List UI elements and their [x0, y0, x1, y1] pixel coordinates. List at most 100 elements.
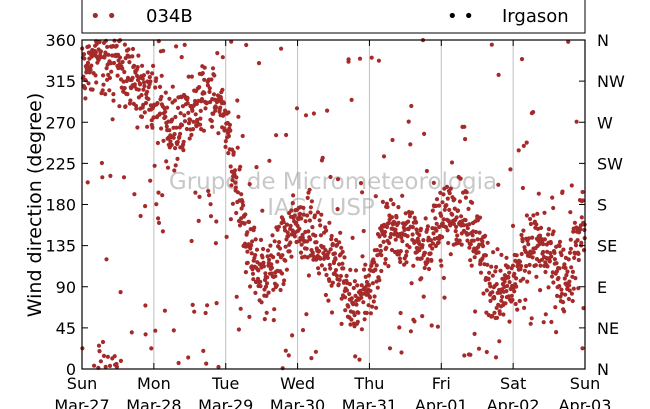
data-point	[552, 257, 558, 262]
data-point	[404, 253, 409, 258]
data-point	[579, 215, 584, 220]
data-point	[404, 260, 409, 265]
data-point	[413, 239, 418, 244]
data-point	[572, 220, 578, 225]
data-point	[492, 296, 497, 301]
data-point	[499, 252, 504, 257]
data-point	[303, 113, 309, 118]
data-point	[145, 70, 150, 75]
data-point	[330, 241, 335, 247]
data-point	[147, 75, 152, 80]
data-point	[209, 77, 214, 82]
data-point	[571, 229, 576, 234]
data-point	[253, 279, 259, 285]
data-point	[386, 264, 391, 269]
data-point	[422, 250, 428, 255]
data-point	[182, 119, 188, 124]
data-point	[453, 229, 458, 234]
legend: • • 034B • • Irgason	[81, 0, 586, 34]
data-point	[233, 180, 238, 185]
data-point	[560, 300, 566, 305]
data-point	[445, 228, 450, 233]
data-point	[436, 240, 441, 245]
data-point	[189, 74, 194, 79]
data-point	[161, 48, 166, 53]
data-point	[164, 159, 169, 164]
data-point	[244, 42, 249, 48]
data-point	[480, 239, 485, 244]
data-point	[182, 113, 187, 118]
data-point	[229, 183, 234, 188]
data-point	[486, 276, 491, 281]
data-point	[282, 278, 287, 283]
data-point	[554, 330, 559, 335]
data-point	[402, 227, 407, 232]
y-tick-label: 45	[56, 319, 76, 338]
data-point	[459, 242, 464, 247]
data-point	[398, 259, 403, 265]
data-point	[127, 60, 132, 65]
data-point	[575, 238, 580, 243]
data-point	[366, 283, 372, 288]
data-point	[117, 104, 122, 109]
data-point	[179, 55, 184, 60]
data-point	[280, 366, 285, 371]
data-point	[136, 53, 141, 58]
data-point	[271, 255, 276, 260]
data-point	[294, 220, 299, 225]
y-tick-label: 135	[45, 237, 76, 256]
data-point	[146, 96, 151, 102]
data-point	[172, 168, 177, 173]
data-point	[576, 257, 581, 263]
data-point	[570, 269, 576, 274]
x-tick-day: Wed	[280, 374, 315, 393]
data-point	[228, 164, 233, 169]
data-point	[485, 262, 490, 267]
data-point	[465, 238, 470, 243]
data-point	[408, 142, 413, 147]
data-point	[389, 215, 395, 220]
data-point	[463, 218, 468, 223]
data-point	[563, 265, 568, 271]
data-point	[308, 210, 313, 215]
data-point	[160, 193, 165, 198]
data-point	[253, 253, 258, 258]
data-point	[347, 282, 352, 287]
data-point	[156, 220, 162, 225]
data-point	[107, 75, 112, 81]
watermark: Grupo de Micrometeorologia IAG / USP	[169, 169, 497, 221]
y-tick-label-right: N	[597, 360, 609, 379]
data-point	[484, 288, 489, 293]
data-point	[258, 237, 264, 242]
x-tick-date: Mar-28	[126, 396, 181, 409]
data-point	[398, 310, 403, 316]
data-point	[154, 202, 159, 207]
data-point	[128, 98, 133, 103]
data-point	[120, 59, 125, 65]
data-point	[105, 44, 110, 50]
data-point	[159, 126, 164, 131]
data-point	[533, 263, 539, 268]
data-point	[571, 286, 576, 291]
data-point	[374, 305, 379, 310]
data-point	[446, 240, 451, 246]
legend-label-034B: 034B	[146, 6, 193, 27]
data-point	[155, 140, 160, 146]
data-point	[153, 328, 158, 333]
data-point	[130, 75, 135, 80]
data-point	[400, 193, 405, 198]
data-point	[541, 242, 546, 247]
data-point	[112, 354, 117, 359]
x-tick-day: Tue	[211, 374, 239, 393]
data-point	[118, 290, 123, 295]
data-point	[366, 303, 371, 308]
data-point	[390, 137, 395, 143]
data-point	[419, 256, 424, 261]
data-point	[361, 300, 366, 305]
data-point	[307, 187, 312, 192]
data-point	[82, 56, 87, 61]
data-point	[143, 204, 148, 209]
data-point	[213, 241, 218, 246]
data-point	[447, 191, 452, 196]
data-point	[349, 296, 354, 301]
